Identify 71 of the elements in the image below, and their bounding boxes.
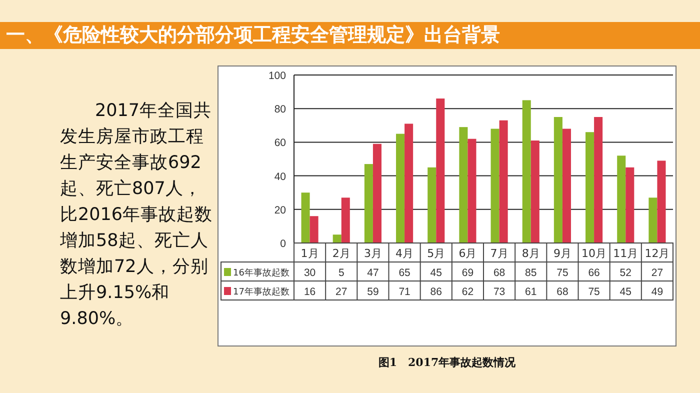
x-tick-label: 8月 (522, 247, 540, 260)
data-label: 45 (430, 267, 442, 279)
data-label: 45 (620, 286, 632, 298)
data-label: 85 (525, 267, 537, 279)
bar (459, 127, 468, 243)
data-label: 59 (367, 286, 379, 298)
data-label: 66 (588, 267, 600, 279)
x-tick-label: 3月 (364, 247, 382, 260)
bar (522, 100, 531, 243)
y-tick-label: 100 (268, 70, 286, 82)
caption: 图1 2017年事故起数情况 (378, 356, 517, 369)
bar (436, 98, 445, 243)
data-label: 16 (304, 286, 316, 298)
data-label: 69 (462, 267, 474, 279)
bar (468, 138, 476, 243)
x-tick-label: 6月 (458, 247, 477, 260)
data-label: 86 (430, 286, 442, 298)
x-tick-label: 10月 (582, 247, 607, 260)
bar (530, 140, 540, 243)
chart-title: 一、《危险性较大的分部分项工程安全管理规定》出台背景 (6, 23, 500, 48)
data-label: 75 (556, 267, 568, 279)
legend-label: 16年事故起数 (233, 268, 290, 278)
data-label: 65 (398, 267, 411, 279)
bar (648, 198, 658, 243)
bar (341, 198, 350, 243)
bar (404, 124, 414, 243)
bar (586, 132, 594, 243)
y-tick-label: 40 (274, 170, 286, 183)
data-label: 75 (588, 286, 600, 298)
legend-label: 17年事故起数 (233, 286, 290, 298)
data-label: 52 (620, 267, 632, 279)
data-label: 49 (651, 286, 664, 298)
bar (490, 128, 500, 243)
bar (428, 167, 436, 243)
data-label: 61 (525, 286, 537, 298)
data-label: 68 (493, 267, 506, 279)
bar (396, 134, 405, 243)
bar (332, 234, 342, 243)
data-label: 71 (398, 286, 411, 298)
data-label: 30 (304, 267, 316, 279)
bar (617, 156, 626, 243)
x-tick-label: 7月 (490, 247, 508, 260)
bar (364, 164, 373, 243)
x-tick-label: 12月 (644, 247, 670, 260)
bar (657, 160, 666, 243)
y-tick-label: 0 (280, 238, 286, 250)
x-tick-label: 2月 (332, 247, 350, 260)
data-label: 47 (367, 267, 379, 279)
data-label: 62 (462, 286, 474, 298)
x-tick-label: 5月 (427, 247, 446, 260)
y-tick-label: 80 (274, 104, 286, 116)
bar (562, 128, 571, 243)
data-label: 5 (338, 267, 344, 279)
data-label: 27 (336, 286, 348, 298)
bar (626, 167, 634, 243)
bar (499, 120, 508, 243)
bar (310, 216, 318, 243)
data-label: 73 (493, 286, 506, 298)
data-label: 27 (651, 267, 664, 279)
x-tick-label: 4月 (396, 247, 414, 260)
text: 2017年全国共发生房屋市政工程生产安全事故692起、死亡807人，比2016年事故起数增加58起、死亡人数增加72人，分别上升9.15%和9.80%。 (60, 101, 213, 329)
y-tick-label: 20 (274, 204, 286, 216)
x-tick-label: 9月 (553, 247, 572, 260)
bar (372, 144, 382, 243)
x-tick-label: 1月 (300, 247, 319, 260)
x-tick-label: 11月 (613, 247, 638, 260)
y-tick-label: 60 (274, 137, 286, 150)
bar (301, 192, 310, 243)
bar (554, 117, 562, 243)
bar (594, 117, 603, 243)
data-label: 68 (556, 286, 568, 298)
